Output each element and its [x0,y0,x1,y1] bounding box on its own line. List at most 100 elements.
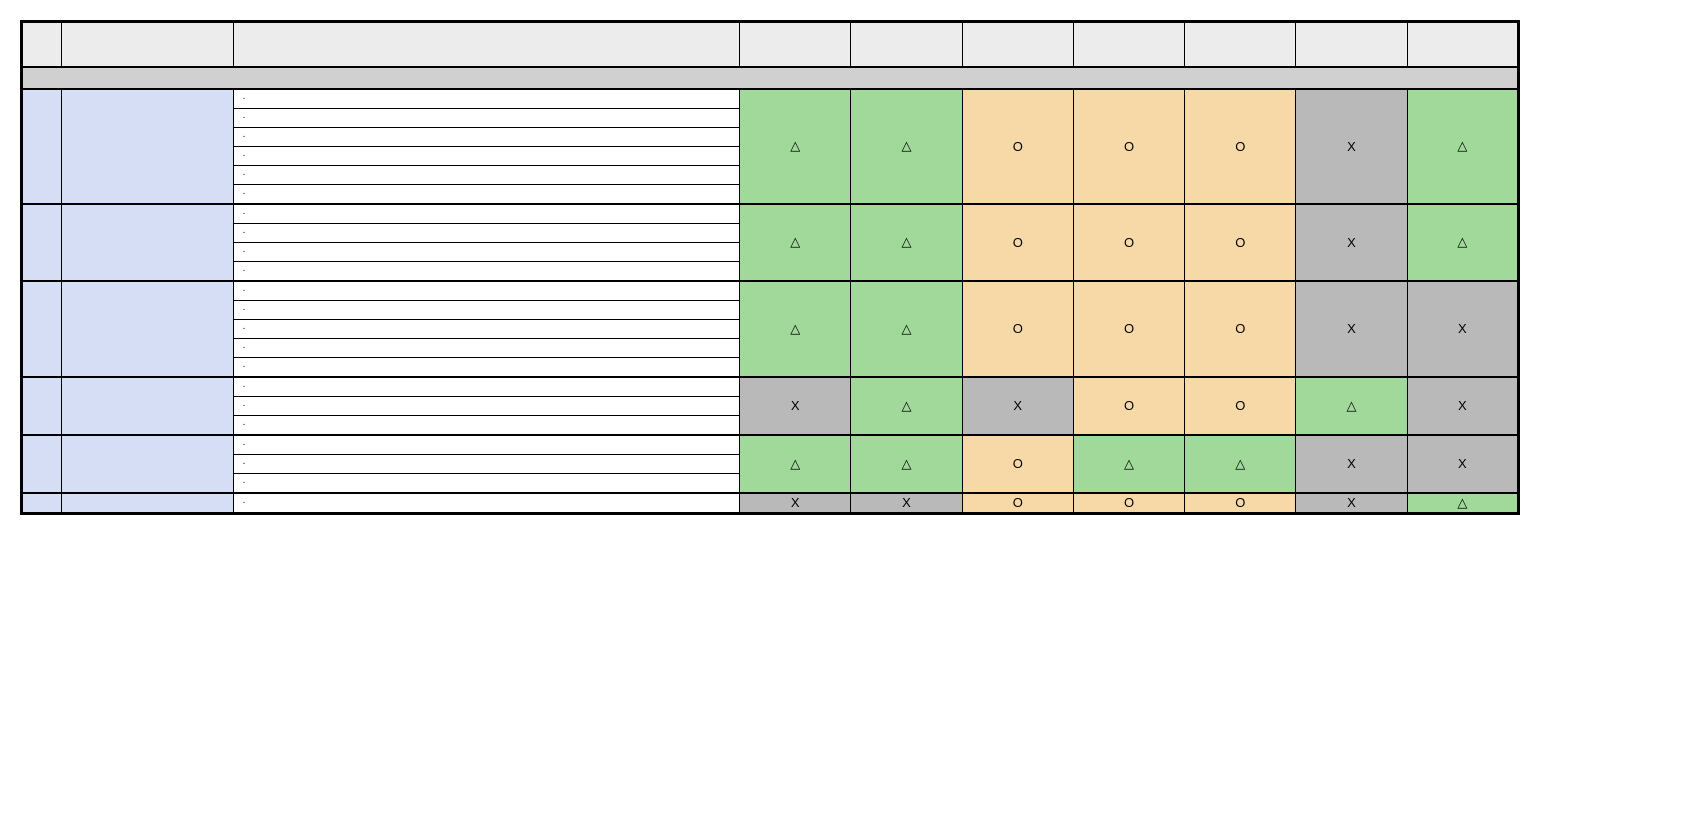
rating-cell-x: X [1296,493,1407,514]
rating-cell-triangle: △ [851,204,962,281]
rating-cell-triangle: △ [851,377,962,435]
header-cell [1407,22,1518,67]
rating-cell-triangle: △ [1296,377,1407,435]
bullet-line [234,166,739,185]
rating-cell-x: X [1407,377,1518,435]
row-label-cell [62,281,234,377]
rating-cell-x: X [1296,435,1407,493]
bullet-line [234,243,739,262]
rating-cell-circle: O [962,204,1073,281]
rating-cell-circle: O [1073,204,1184,281]
bullet-line [234,301,739,320]
bullet-line [234,147,739,166]
row-bullets-cell [234,435,740,493]
bullet-line [234,339,739,358]
rating-cell-triangle: △ [851,281,962,377]
bullet-line [234,358,739,376]
row-index-cell [22,281,62,377]
rating-cell-triangle: △ [740,89,851,204]
rating-cell-triangle: △ [740,281,851,377]
bullet-line [234,224,739,243]
row-index-cell [22,377,62,435]
row-label-cell [62,204,234,281]
bullet-line [234,378,739,397]
rating-cell-triangle: △ [851,89,962,204]
rating-cell-circle: O [962,435,1073,493]
rating-cell-x: X [962,377,1073,435]
bullet-line [234,262,739,280]
rating-cell-x: X [1296,89,1407,204]
bullet-line [234,185,739,203]
header-cell [1296,22,1407,67]
row-bullets-cell [234,377,740,435]
rating-cell-circle: O [1073,377,1184,435]
bullet-line [234,205,739,224]
header-cell [234,22,740,67]
bullet-line [234,397,739,416]
row-bullets-cell [234,204,740,281]
bullet-line [234,128,739,147]
rating-cell-circle: O [1185,493,1296,514]
bullet-line [234,436,739,455]
row-bullets-cell [234,281,740,377]
section-divider-row [22,67,1519,89]
row-label-cell [62,493,234,514]
row-index-cell [22,89,62,204]
header-cell [851,22,962,67]
table-row: △△OOOX△ [22,89,1519,204]
rating-cell-x: X [1407,281,1518,377]
row-bullets-cell [234,493,740,514]
bullet-line [234,282,739,301]
rating-cell-x: X [740,493,851,514]
rating-cell-x: X [1296,281,1407,377]
rating-cell-triangle: △ [1185,435,1296,493]
header-cell [62,22,234,67]
rating-cell-circle: O [962,89,1073,204]
rating-cell-circle: O [962,281,1073,377]
bullet-line [234,474,739,492]
row-bullets-cell [234,89,740,204]
rating-cell-circle: O [1073,89,1184,204]
bullet-line [234,109,739,128]
table-row: △△OOOX△ [22,204,1519,281]
header-row [22,22,1519,67]
header-cell [1185,22,1296,67]
bullet-line [234,455,739,474]
table-row: △△OOOXX [22,281,1519,377]
bullet-line [234,320,739,339]
rating-cell-circle: O [1185,89,1296,204]
table-row: △△O△△XX [22,435,1519,493]
rating-cell-circle: O [1185,281,1296,377]
row-index-cell [22,493,62,514]
rating-cell-triangle: △ [1407,204,1518,281]
rating-cell-triangle: △ [851,435,962,493]
rating-cell-triangle: △ [740,204,851,281]
row-index-cell [22,435,62,493]
bullet-line [234,90,739,109]
bullet-line [234,494,739,512]
header-cell [1073,22,1184,67]
rating-cell-triangle: △ [1407,493,1518,514]
rating-cell-triangle: △ [740,435,851,493]
rating-cell-x: X [1407,435,1518,493]
header-cell [962,22,1073,67]
rating-cell-circle: O [1073,493,1184,514]
rating-cell-circle: O [1073,281,1184,377]
row-label-cell [62,377,234,435]
header-cell [740,22,851,67]
comparison-matrix: △△OOOX△△△OOOX△△△OOOXXX△XOO△X△△O△△XXXXOOO… [20,20,1520,515]
rating-cell-x: X [851,493,962,514]
rating-cell-triangle: △ [1073,435,1184,493]
rating-cell-x: X [1296,204,1407,281]
row-label-cell [62,435,234,493]
rating-cell-triangle: △ [1407,89,1518,204]
rating-cell-x: X [740,377,851,435]
rating-cell-circle: O [1185,377,1296,435]
table-row: X△XOO△X [22,377,1519,435]
row-index-cell [22,204,62,281]
header-cell [22,22,62,67]
rating-cell-circle: O [1185,204,1296,281]
rating-cell-circle: O [962,493,1073,514]
bullet-line [234,416,739,434]
table-row: XXOOOX△ [22,493,1519,514]
